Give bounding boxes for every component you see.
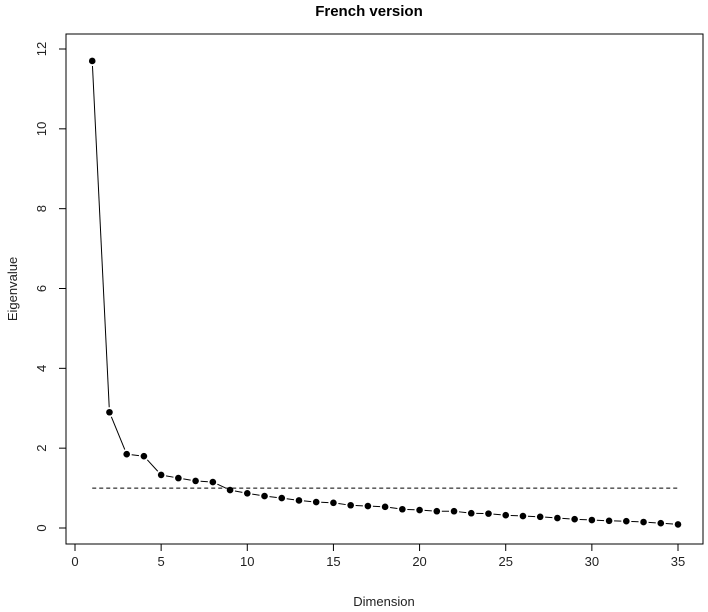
series-segment	[131, 454, 140, 457]
series-segment	[424, 509, 432, 512]
data-point	[416, 506, 423, 514]
data-point	[192, 477, 199, 485]
data-point	[657, 519, 665, 527]
chart-title: French version	[315, 3, 423, 20]
x-tick-label: 35	[671, 554, 685, 569]
y-tick-label: 10	[34, 122, 49, 136]
series-segment	[91, 65, 110, 408]
series-segment	[146, 459, 159, 472]
x-tick-label: 10	[240, 554, 254, 569]
y-tick-label: 2	[34, 445, 49, 452]
data-point	[312, 498, 320, 506]
data-point	[364, 502, 372, 510]
data-point	[450, 507, 458, 515]
series-segment	[389, 507, 398, 510]
series-segment	[665, 523, 674, 525]
series-segment	[545, 516, 553, 519]
data-point	[674, 521, 682, 528]
data-point	[640, 518, 647, 526]
series-segment	[303, 500, 312, 503]
x-axis-title: Dimension	[353, 594, 414, 609]
series-segment	[183, 478, 191, 481]
series-segment	[648, 521, 656, 524]
series-line-group	[91, 65, 674, 525]
series-segment	[165, 475, 174, 478]
x-tick-label: 5	[158, 554, 165, 569]
y-tick-label: 4	[34, 365, 49, 372]
data-point	[433, 507, 441, 515]
data-point	[157, 471, 165, 479]
data-point	[519, 512, 527, 520]
data-point	[88, 57, 96, 65]
series-segment	[562, 517, 570, 520]
data-point	[123, 450, 130, 458]
data-points	[88, 57, 682, 528]
plot-frame	[65, 33, 704, 545]
y-axis-title: Eigenvalue	[5, 257, 20, 321]
data-point	[536, 513, 544, 521]
series-segment	[252, 493, 260, 496]
x-tick-label: 30	[585, 554, 599, 569]
series-segment	[110, 416, 126, 450]
x-tick-label: 15	[326, 554, 340, 569]
series-segment	[338, 503, 346, 506]
data-point	[502, 511, 510, 519]
data-point	[554, 514, 561, 522]
data-point	[295, 497, 303, 504]
data-point	[106, 408, 113, 416]
data-point	[175, 474, 182, 482]
series-segment	[493, 513, 501, 516]
data-point	[605, 517, 613, 525]
y-tick-label: 6	[34, 285, 49, 292]
data-point	[588, 516, 596, 524]
series-segment	[217, 483, 226, 489]
data-point	[226, 486, 234, 494]
data-point	[140, 452, 148, 460]
data-point	[330, 499, 337, 507]
data-point	[278, 494, 286, 502]
data-point	[347, 501, 354, 509]
x-axis: 0 5 10 15 20 25 30 35	[71, 543, 685, 569]
data-point	[381, 503, 389, 511]
series-segment	[234, 490, 243, 493]
series-segment	[286, 498, 295, 501]
y-tick-label: 8	[34, 205, 49, 212]
data-point	[467, 509, 475, 517]
data-point	[571, 515, 578, 523]
x-tick-label: 0	[71, 554, 78, 569]
data-point	[261, 492, 268, 500]
data-point	[485, 510, 492, 517]
series-segment	[200, 480, 208, 483]
data-point	[399, 505, 406, 513]
series-segment	[458, 511, 467, 514]
series-segment	[269, 496, 277, 498]
data-point	[623, 517, 630, 525]
y-tick-label: 12	[34, 42, 49, 56]
x-tick-label: 25	[498, 554, 512, 569]
y-tick-label: 0	[34, 524, 49, 531]
data-point	[209, 478, 217, 486]
data-point	[243, 489, 251, 497]
y-axis: 0 2 4 6 8 10 12	[34, 42, 67, 532]
x-tick-label: 20	[412, 554, 426, 569]
